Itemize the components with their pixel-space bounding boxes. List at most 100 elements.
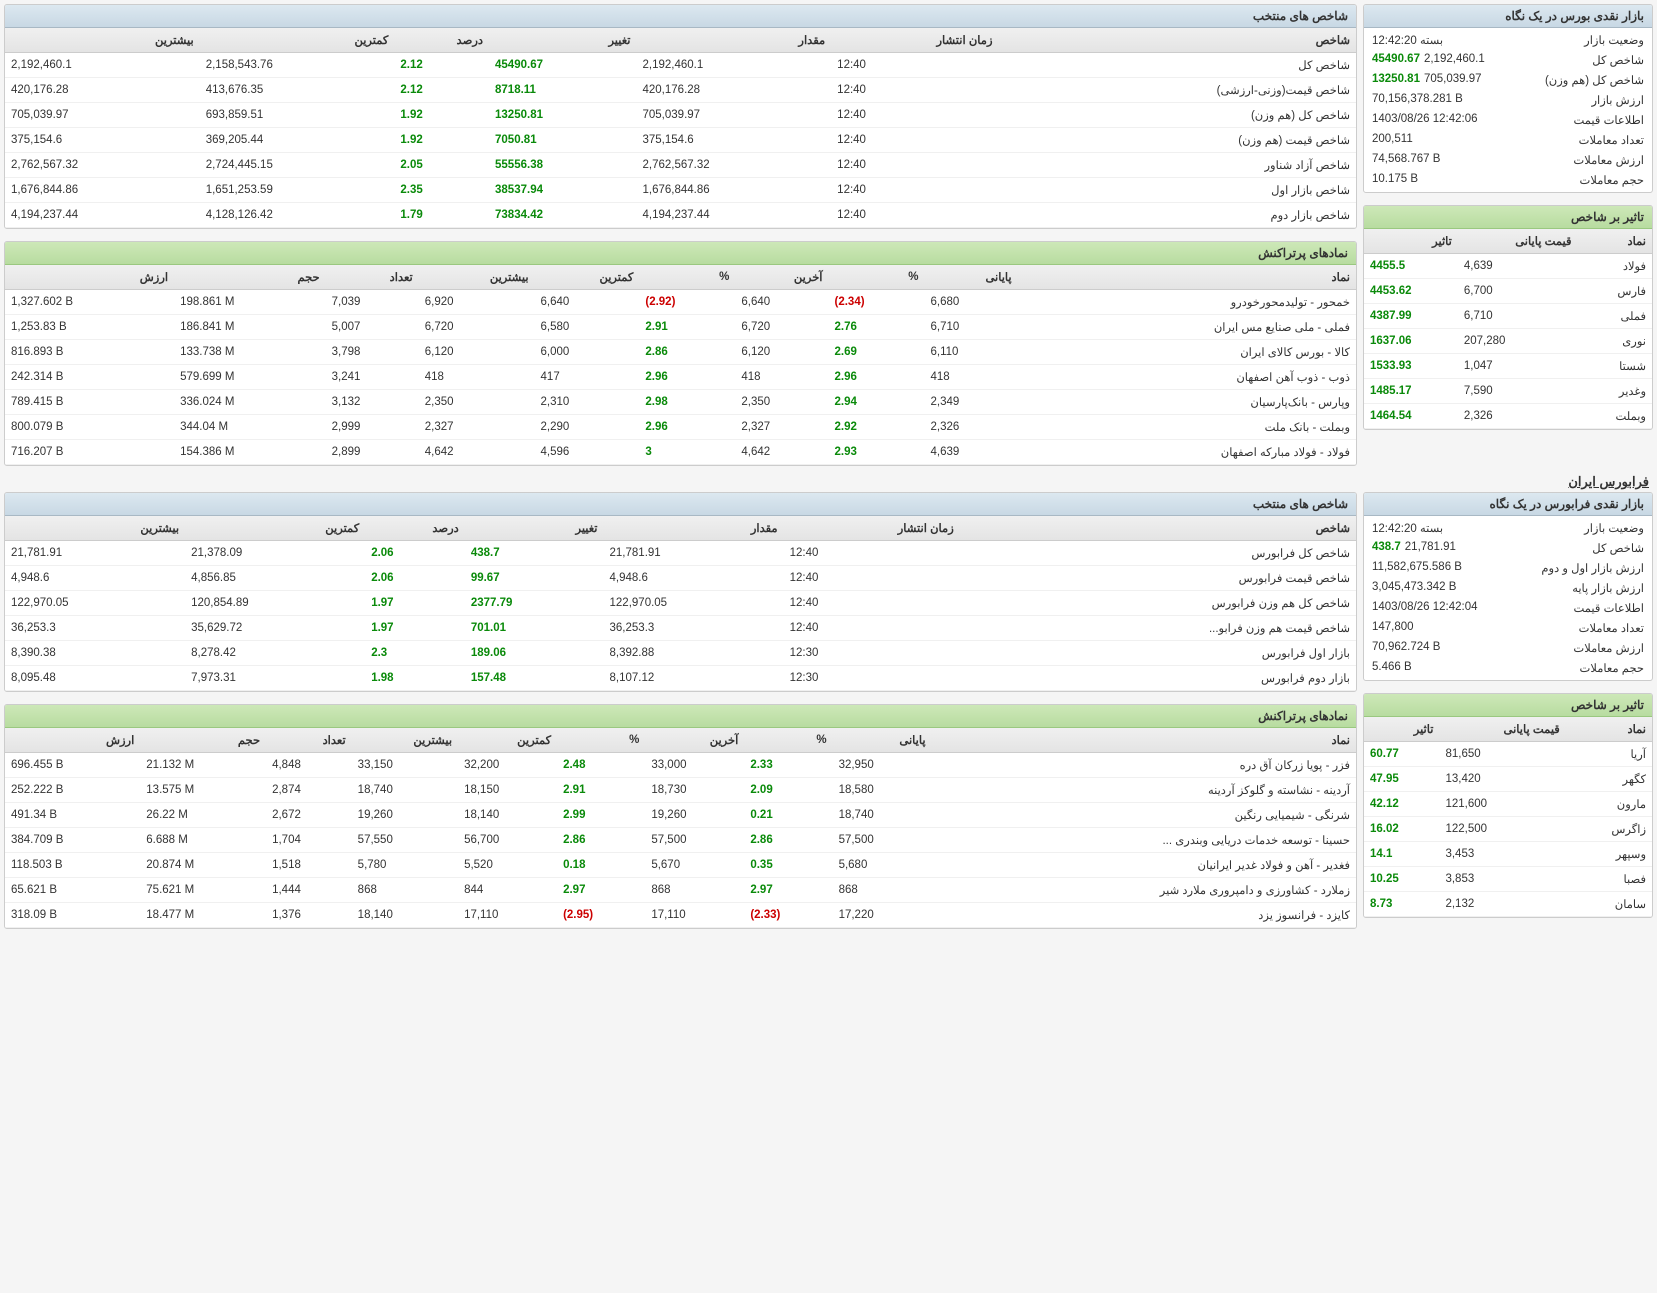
- column-header[interactable]: ارزش: [5, 265, 174, 290]
- column-header[interactable]: تعداد: [266, 728, 352, 753]
- column-header[interactable]: بیشترین: [352, 728, 458, 753]
- column-header[interactable]: کمترین: [458, 728, 557, 753]
- column-header[interactable]: کمترین: [185, 516, 365, 541]
- column-header[interactable]: مقدار: [637, 28, 832, 53]
- table-row[interactable]: وبملت - بانک ملت2,3262.922,3272.962,2902…: [5, 415, 1356, 440]
- table-row[interactable]: وسپهر3,45314.1: [1364, 842, 1652, 867]
- table-row[interactable]: شاخص قیمت (هم وزن)12:40375,154.67050.811…: [5, 128, 1356, 153]
- table-row[interactable]: شاخص بازار اول12:401,676,844.8638537.942…: [5, 178, 1356, 203]
- column-header[interactable]: نماد: [1566, 717, 1652, 742]
- column-header[interactable]: شاخص: [960, 516, 1356, 541]
- column-header[interactable]: ارزش: [5, 728, 140, 753]
- table-row[interactable]: آریا81,65060.77: [1364, 742, 1652, 767]
- kv-key: وضعیت بازار: [1584, 521, 1644, 535]
- column-header[interactable]: آخرین: [645, 728, 744, 753]
- column-header[interactable]: درصد: [365, 516, 465, 541]
- table-row[interactable]: شاخص کل فرابورس12:4021,781.91438.72.0621…: [5, 541, 1356, 566]
- table-row[interactable]: مارون121,60042.12: [1364, 792, 1652, 817]
- kv-row: اطلاعات قیمت1403/08/26 12:42:06: [1364, 110, 1652, 130]
- kv-value: 45490.672,192,460.1: [1372, 53, 1485, 67]
- column-header[interactable]: بیشترین: [419, 265, 535, 290]
- table-cell: بازار دوم فرابورس: [960, 666, 1356, 691]
- column-header[interactable]: مقدار: [604, 516, 784, 541]
- table-row[interactable]: شرنگی - شیمیایی رنگین18,7400.2119,2602.9…: [5, 803, 1356, 828]
- column-header[interactable]: %: [744, 728, 832, 753]
- column-header[interactable]: زمان انتشار: [831, 28, 998, 53]
- column-header[interactable]: %: [557, 728, 645, 753]
- column-header[interactable]: پایانی: [833, 728, 932, 753]
- table-cell: فصبا: [1566, 867, 1652, 892]
- column-header[interactable]: پایانی: [925, 265, 1018, 290]
- table-row[interactable]: شاخص بازار دوم12:404,194,237.4473834.421…: [5, 203, 1356, 228]
- table-row[interactable]: سامان2,1328.73: [1364, 892, 1652, 917]
- table-row[interactable]: بازار اول فرابورس12:308,392.88189.062.38…: [5, 641, 1356, 666]
- table-row[interactable]: ذوب - ذوب آهن اصفهان4182.964182.96417418…: [5, 365, 1356, 390]
- table-row[interactable]: نوری207,2801637.06: [1364, 329, 1652, 354]
- table-row[interactable]: حسینا - توسعه خدمات دریایی وبندری ...57,…: [5, 828, 1356, 853]
- table-row[interactable]: فغدیر - آهن و فولاد غدیر ایرانیان5,6800.…: [5, 853, 1356, 878]
- table-cell: 121,600: [1439, 792, 1565, 817]
- table-row[interactable]: فولاد - فولاد مبارکه اصفهان4,6392.934,64…: [5, 440, 1356, 465]
- table-row[interactable]: شاخص قیمت فرابورس12:404,948.699.672.064,…: [5, 566, 1356, 591]
- table-cell: 375,154.6: [637, 128, 832, 153]
- table-cell: 0.35: [744, 853, 832, 878]
- table-cell: 491.34 B: [5, 803, 140, 828]
- table-cell: 696.455 B: [5, 753, 140, 778]
- column-header[interactable]: حجم: [140, 728, 266, 753]
- column-header[interactable]: تاثیر: [1364, 229, 1458, 254]
- table-row[interactable]: آردینه - نشاسته و گلوکز آردینه18,5802.09…: [5, 778, 1356, 803]
- table-cell: 2,899: [326, 440, 419, 465]
- table-row[interactable]: شاخص آزاد شناور12:402,762,567.3255556.38…: [5, 153, 1356, 178]
- table-row[interactable]: فولاد4,6394455.5: [1364, 254, 1652, 279]
- table-row[interactable]: وپارس - بانک‌پارسیان2,3492.942,3502.982,…: [5, 390, 1356, 415]
- table-row[interactable]: فملی6,7104387.99: [1364, 304, 1652, 329]
- table-row[interactable]: خمحور - تولیدمحورخودرو6,680(2.34)6,640(2…: [5, 290, 1356, 315]
- table-row[interactable]: فصبا3,85310.25: [1364, 867, 1652, 892]
- table-cell: 12:40: [831, 128, 998, 153]
- table-row[interactable]: وغدیر7,5901485.17: [1364, 379, 1652, 404]
- table-row[interactable]: کالا - بورس کالای ایران6,1102.696,1202.8…: [5, 340, 1356, 365]
- column-header[interactable]: آخرین: [735, 265, 828, 290]
- column-header[interactable]: نماد: [932, 728, 1356, 753]
- table-row[interactable]: فملی - ملی صنایع مس ایران6,7102.766,7202…: [5, 315, 1356, 340]
- table-row[interactable]: شاخص کل (هم وزن)12:40705,039.9713250.811…: [5, 103, 1356, 128]
- column-header[interactable]: کمترین: [535, 265, 640, 290]
- column-header[interactable]: تعداد: [326, 265, 419, 290]
- table-row[interactable]: بازار دوم فرابورس12:308,107.12157.481.98…: [5, 666, 1356, 691]
- column-header[interactable]: نماد: [1578, 229, 1652, 254]
- column-header[interactable]: درصد: [394, 28, 489, 53]
- column-header[interactable]: تاثیر: [1364, 717, 1439, 742]
- column-header[interactable]: تغییر: [465, 516, 604, 541]
- table-row[interactable]: زملارد - کشاورزی و دامپروری ملارد شیر868…: [5, 878, 1356, 903]
- table-row[interactable]: فزر - پویا زرکان آق دره32,9502.3333,0002…: [5, 753, 1356, 778]
- table-row[interactable]: شاخص کل هم وزن فرابورس12:40122,970.05237…: [5, 591, 1356, 616]
- kv-value: 200,511: [1372, 133, 1413, 147]
- column-header[interactable]: %: [829, 265, 925, 290]
- table-row[interactable]: شاخص کل12:402,192,460.145490.672.122,158…: [5, 53, 1356, 78]
- kv-row: حجم معاملات10.175 B: [1364, 170, 1652, 190]
- column-header[interactable]: حجم: [174, 265, 326, 290]
- column-header[interactable]: نماد: [1018, 265, 1356, 290]
- column-header[interactable]: شاخص: [999, 28, 1356, 53]
- table-row[interactable]: کایزد - فرانسوز یزد17,220(2.33)17,110(2.…: [5, 903, 1356, 928]
- table-cell: 26.22 M: [140, 803, 266, 828]
- table-row[interactable]: فارس6,7004453.62: [1364, 279, 1652, 304]
- table-row[interactable]: زاگرس122,50016.02: [1364, 817, 1652, 842]
- table-row[interactable]: شستا1,0471533.93: [1364, 354, 1652, 379]
- kv-row: ارزش بازار پایه3,045,473.342 B: [1364, 578, 1652, 598]
- table-cell: 2,158,543.76: [200, 53, 395, 78]
- table-cell: سامان: [1566, 892, 1652, 917]
- column-header[interactable]: قیمت پایانی: [1439, 717, 1565, 742]
- column-header[interactable]: زمان انتشار: [784, 516, 960, 541]
- table-cell: 18,140: [352, 903, 458, 928]
- column-header[interactable]: تغییر: [489, 28, 636, 53]
- column-header[interactable]: قیمت پایانی: [1458, 229, 1578, 254]
- table-row[interactable]: شاخص قیمت(وزنی-ارزشی)12:40420,176.288718…: [5, 78, 1356, 103]
- table-row[interactable]: کگهر13,42047.95: [1364, 767, 1652, 792]
- column-header[interactable]: کمترین: [200, 28, 395, 53]
- column-header[interactable]: بیشترین: [5, 516, 185, 541]
- column-header[interactable]: بیشترین: [5, 28, 200, 53]
- column-header[interactable]: %: [639, 265, 735, 290]
- table-row[interactable]: وبملت2,3261464.54: [1364, 404, 1652, 429]
- table-row[interactable]: شاخص قیمت هم وزن فرابو...12:4036,253.370…: [5, 616, 1356, 641]
